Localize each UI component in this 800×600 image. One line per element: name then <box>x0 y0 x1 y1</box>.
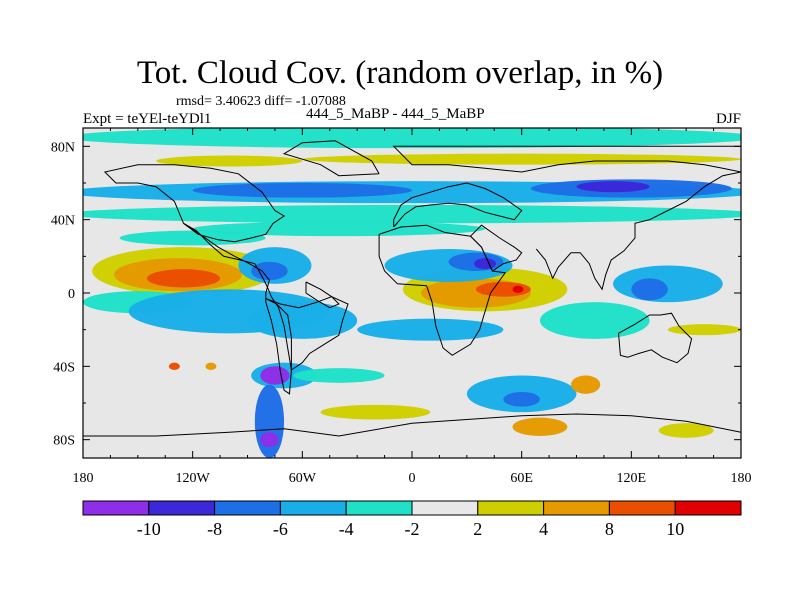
stats-text: rmsd= 3.40623 diff= -1.07088 <box>176 94 346 109</box>
contour-region-27 <box>539 302 650 339</box>
x-tick-label: 60W <box>289 471 317 486</box>
land-outline-shape-5 <box>392 145 741 291</box>
contour-region-38 <box>503 392 540 407</box>
contour-region-19 <box>251 261 288 281</box>
contour-region-17 <box>119 230 266 246</box>
contour-region-43 <box>205 362 217 371</box>
y-tick-label: 80N <box>51 140 75 155</box>
legend-label: 2 <box>473 519 482 539</box>
land-outline-shape-3 <box>378 224 507 356</box>
y-tick-label: 40N <box>51 214 75 229</box>
x-tick-label: 60E <box>510 471 533 486</box>
season-label: DJF <box>715 111 741 127</box>
legend-swatch-1 <box>82 500 150 516</box>
contour-region-8 <box>302 153 741 165</box>
y-tick-label: 0 <box>68 287 75 302</box>
land-outline-shape-11 <box>393 182 523 228</box>
contour-region-26 <box>357 318 504 341</box>
plot-title: Tot. Cloud Cov. (random overlap, in %) <box>136 55 664 91</box>
legend-label: 4 <box>539 519 548 539</box>
y-tick-label: 40S <box>53 360 75 375</box>
contour-region-36 <box>320 404 431 420</box>
y-tick-label: 80S <box>53 434 75 449</box>
axis-layer: 180 120W 60W 0 60E 120E 180 80N 40N 0 40S 80S <box>51 128 752 486</box>
land-outline <box>83 140 741 458</box>
x-tick-label: 180 <box>731 471 752 486</box>
contour-region-22 <box>247 302 358 339</box>
experiment-label: Expt = teYEl-teYDl1 <box>83 111 212 127</box>
land-outline-shape-6 <box>618 312 693 364</box>
legend-swatch-9 <box>608 500 676 516</box>
case-label: 444_5_MaBP - 444_5_MaBP <box>306 106 485 122</box>
x-tick-label: 180 <box>73 471 94 486</box>
contour-region-35 <box>293 368 385 383</box>
legend-swatch-5 <box>345 500 413 516</box>
contour-region-40 <box>571 375 601 394</box>
land-outline-shape-2 <box>265 296 349 371</box>
contour-region-30 <box>667 324 741 336</box>
legend-swatch-8 <box>543 500 610 516</box>
contour-region-15 <box>83 205 741 224</box>
land-outline-shape-9 <box>282 140 380 177</box>
legend-swatch-3 <box>214 500 281 516</box>
contour-region-7 <box>512 285 524 294</box>
x-tick-label: 120E <box>617 471 647 486</box>
legend-label: -4 <box>339 519 354 539</box>
contour-region-6 <box>475 282 531 297</box>
legend-label: -2 <box>405 519 420 539</box>
color-legend: -10 -8 -6 -4 -2 2 4 8 10 <box>82 500 742 539</box>
land-outline-shape-4 <box>470 224 523 272</box>
contour-region-25 <box>474 258 497 270</box>
x-tick-label: 120W <box>176 471 211 486</box>
legend-swatch-6 <box>411 500 479 516</box>
legend-label: 8 <box>605 519 614 539</box>
x-tick-label: 0 <box>409 471 416 486</box>
contour-region-42 <box>168 362 180 371</box>
contour-region-39 <box>512 417 568 437</box>
land-outline-shape-8 <box>305 281 340 309</box>
legend-swatch-7 <box>477 500 545 516</box>
contour-region-14 <box>83 128 741 149</box>
contour-region-33 <box>254 384 285 458</box>
land-outline-shape-10 <box>103 164 286 243</box>
contour-layer <box>83 128 741 458</box>
legend-swatch-2 <box>148 500 216 516</box>
contour-region-28 <box>613 265 723 303</box>
land-outline-shape-7 <box>83 413 741 458</box>
legend-swatch-4 <box>279 500 347 516</box>
legend-label: -8 <box>207 519 222 539</box>
contour-region-16 <box>192 221 486 237</box>
contour-region-3 <box>146 269 221 288</box>
legend-label: -10 <box>137 519 161 539</box>
contour-region-13 <box>192 183 412 198</box>
legend-swatch-10 <box>674 500 742 516</box>
legend-label: -6 <box>273 519 288 539</box>
contour-region-34 <box>260 432 279 447</box>
contour-region-29 <box>631 278 668 301</box>
contour-region-12 <box>576 181 650 193</box>
contour-region-32 <box>260 366 290 385</box>
contour-region-41 <box>658 423 714 438</box>
contour-region-9 <box>156 155 303 167</box>
legend-label: 10 <box>666 519 684 539</box>
land-outline-shape-1 <box>183 222 292 395</box>
